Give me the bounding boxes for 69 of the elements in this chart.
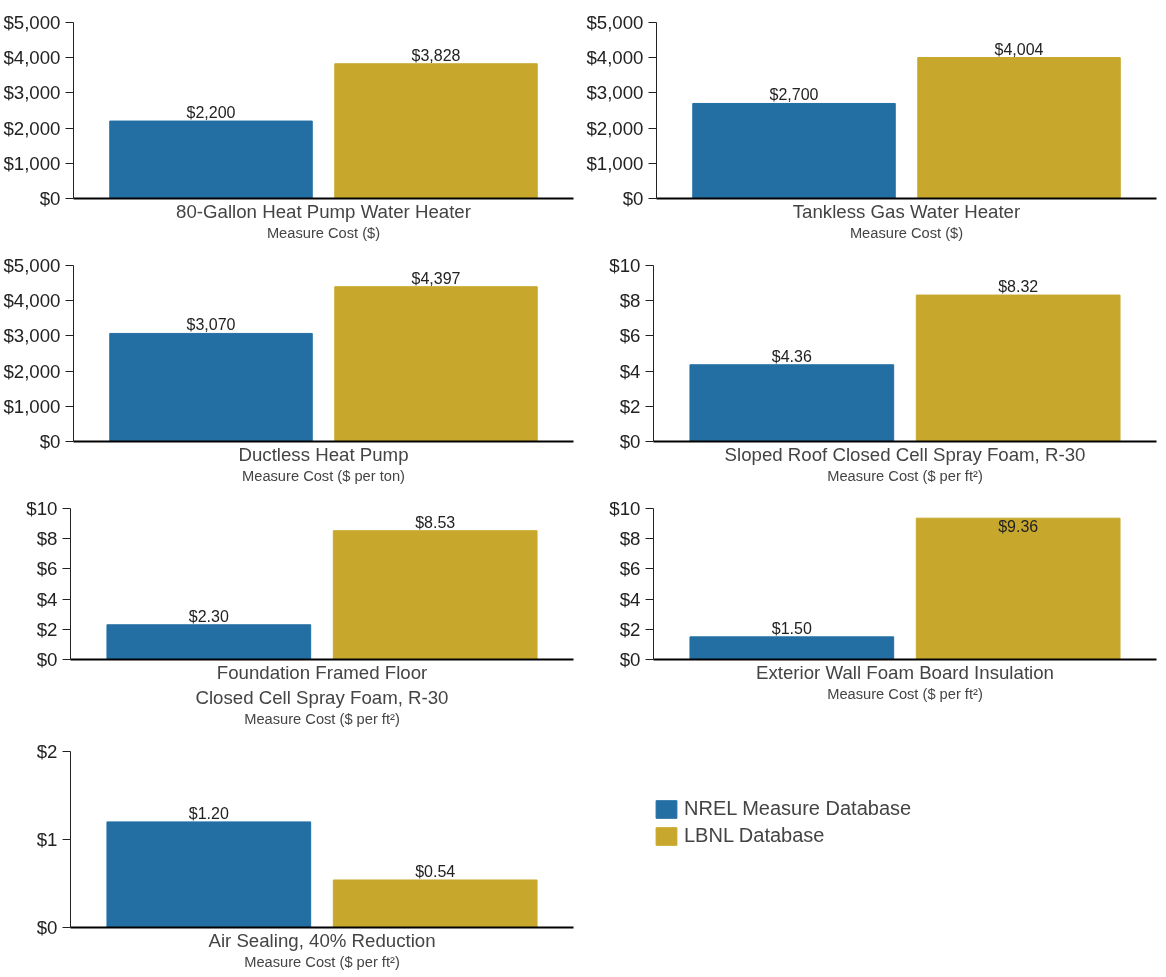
text: Measure Cost ($ per ton): [242, 467, 405, 484]
y-tick-label: $2,000: [3, 360, 61, 382]
y-tick-label: $0: [619, 649, 641, 670]
y-tick-label: $0: [619, 431, 641, 452]
data-label: $8.32: [998, 278, 1039, 296]
data-label: $1.20: [188, 804, 229, 822]
y-tick-label: $3,000: [3, 82, 61, 104]
y-tick-label: $5,000: [3, 12, 61, 33]
y-tick-label: $4: [619, 360, 641, 382]
text: Measure Cost ($ per ft²): [827, 685, 983, 702]
y-tick-label: $10: [26, 498, 58, 519]
data-label: $4.36: [771, 347, 812, 365]
data-label: $3,828: [411, 46, 461, 64]
text: Measure Cost ($ per ft²): [244, 710, 400, 727]
y-tick-label: $10: [609, 255, 641, 276]
y-tick-label: $8: [619, 528, 641, 550]
data-label: $3,070: [186, 316, 236, 334]
y-tick-label: $10: [609, 498, 641, 519]
y-tick-label: $4,000: [3, 47, 61, 69]
y-tick-label: $5,000: [586, 12, 644, 33]
x-axis-title: Foundation Framed Floor Closed Cell Spray Foam, R-30: [195, 661, 449, 708]
y-tick-label: $6: [36, 558, 58, 580]
y-tick-label: $8: [619, 290, 641, 312]
y-tick-label: $0: [39, 431, 61, 452]
y-tick-label: $5,000: [3, 255, 61, 276]
data-label: $2,200: [186, 104, 236, 122]
y-tick-label: $3,000: [586, 82, 644, 104]
data-label: $8.53: [415, 513, 456, 531]
x-axis-title: Air Sealing, 40% Reduction: [208, 929, 436, 951]
y-tick-label: $1: [36, 829, 58, 850]
y-tick-label: $2: [619, 395, 641, 417]
data-label: $4,004: [994, 40, 1044, 58]
y-tick-label: $4: [36, 588, 58, 610]
y-tick-label: $4,000: [586, 47, 644, 69]
y-tick-label: $2: [619, 618, 641, 640]
text: Measure Cost ($): [266, 224, 381, 241]
y-tick-label: $1,000: [3, 395, 61, 417]
x-axis-title: Tankless Gas Water Heater: [792, 200, 1021, 222]
text: Measure Cost ($): [849, 224, 964, 241]
data-label: $2,700: [769, 86, 819, 104]
y-tick-label: $0: [36, 649, 58, 670]
y-tick-label: $3,000: [3, 325, 61, 347]
data-label: $9.36: [998, 518, 1039, 536]
legend-label: LBNL Database: [684, 824, 825, 847]
x-axis-title: Sloped Roof Closed Cell Spray Foam, R-30: [724, 443, 1086, 465]
y-tick-label: $2,000: [586, 117, 644, 139]
y-tick-label: $4: [619, 588, 641, 610]
y-tick-label: $2: [36, 618, 58, 640]
y-tick-label: $6: [619, 558, 641, 580]
y-tick-label: $0: [39, 188, 61, 209]
x-axis-title: Exterior Wall Foam Board Insulation: [756, 661, 1054, 683]
y-tick-label: $0: [36, 917, 58, 938]
x-axis-title: 80-Gallon Heat Pump Water Heater: [176, 200, 471, 222]
y-tick-label: $1,000: [586, 152, 644, 174]
data-label: $4,397: [411, 269, 461, 287]
text: Measure Cost ($ per ft²): [244, 953, 400, 970]
x-axis-title: Ductless Heat Pump: [238, 443, 409, 465]
y-tick-label: $0: [622, 188, 644, 209]
legend-label: NREL Measure Database: [684, 797, 912, 820]
y-tick-label: $8: [36, 528, 58, 550]
y-tick-label: $6: [619, 325, 641, 347]
y-tick-label: $1,000: [3, 152, 61, 174]
y-tick-label: $2: [36, 741, 58, 762]
y-tick-label: $4,000: [3, 290, 61, 312]
data-label: $2.30: [188, 607, 229, 625]
data-label: $1.50: [771, 619, 812, 637]
text: Measure Cost ($ per ft²): [827, 467, 983, 484]
data-label: $0.54: [415, 862, 456, 880]
y-tick-label: $2,000: [3, 117, 61, 139]
